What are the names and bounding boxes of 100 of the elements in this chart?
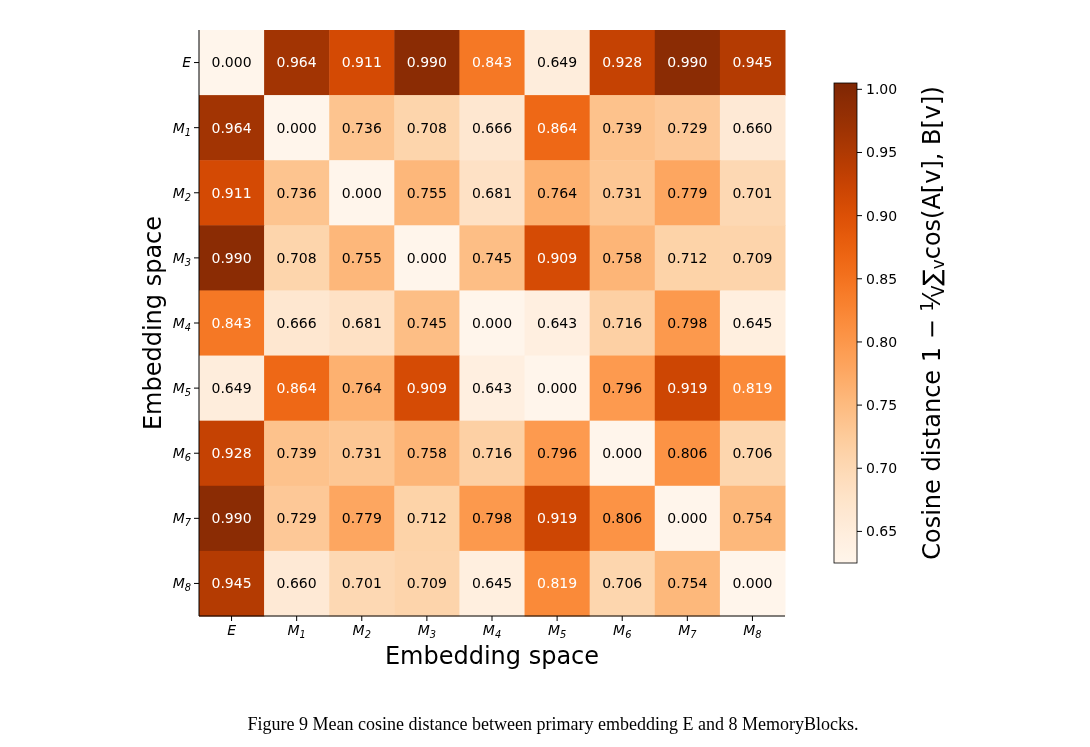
data-label: 0.806 (667, 445, 708, 462)
data-label: 0.819 (732, 380, 773, 397)
data-label: 0.758 (406, 445, 447, 462)
x-tick-label: M$_{1}$ (287, 622, 306, 640)
data-label: 0.660 (276, 575, 317, 592)
data-label: 0.755 (341, 249, 382, 266)
data-label: 0.643 (537, 314, 578, 331)
data-label: 0.709 (732, 249, 773, 266)
data-label: 0.864 (276, 380, 317, 397)
data-label: 0.990 (211, 249, 252, 266)
data-label: 0.796 (602, 380, 643, 397)
data-label: 0.731 (602, 184, 643, 201)
data-label: 0.964 (276, 54, 317, 71)
data-label: 0.843 (211, 314, 252, 331)
data-label: 0.716 (602, 314, 643, 331)
data-label: 0.701 (341, 575, 382, 592)
data-label: 0.000 (471, 314, 513, 331)
data-label: 0.736 (341, 119, 382, 136)
color-bar-label: 0.75 (866, 397, 898, 414)
data-label: 0.928 (211, 445, 252, 462)
x-tick-label: M$_{3}$ (417, 622, 437, 640)
data-label: 0.764 (341, 380, 382, 397)
x-axis-title: Embedding space (384, 642, 600, 670)
data-label: 0.666 (471, 119, 513, 136)
y-tick-label: E (182, 54, 192, 71)
data-label: 0.712 (667, 249, 708, 266)
y-tick-label: M$_{5}$ (172, 380, 191, 398)
data-label: 0.729 (667, 119, 708, 136)
y-tick-label: M$_{4}$ (172, 314, 191, 333)
data-label: 0.755 (406, 184, 447, 201)
color-bar-label: 0.85 (866, 270, 898, 287)
data-label: 0.911 (341, 54, 382, 71)
data-label: 0.754 (732, 510, 773, 527)
data-label: 0.964 (211, 119, 252, 136)
color-bar-label: 0.70 (866, 460, 898, 477)
data-label: 0.708 (406, 119, 447, 136)
data-label: 0.990 (406, 54, 447, 71)
data-label: 0.945 (732, 54, 773, 71)
data-label: 0.909 (406, 380, 447, 397)
data-label: 0.000 (211, 54, 252, 71)
data-label: 0.764 (537, 184, 578, 201)
data-label: 0.649 (537, 54, 578, 71)
data-label: 0.731 (341, 445, 382, 462)
data-label: 0.681 (341, 314, 382, 331)
data-label: 0.758 (602, 249, 643, 266)
data-label: 0.709 (406, 575, 447, 592)
data-label: 0.911 (211, 184, 252, 201)
x-tick-label: M$_{7}$ (678, 622, 698, 640)
data-label: 0.919 (667, 380, 708, 397)
data-label: 0.000 (602, 445, 643, 462)
data-label: 0.819 (537, 575, 578, 592)
x-tick-label: M$_{2}$ (352, 622, 371, 640)
y-tick-label: M$_{7}$ (172, 510, 192, 528)
data-label: 0.706 (732, 445, 773, 462)
data-label: 0.736 (276, 184, 317, 201)
data-label: 0.729 (276, 510, 317, 527)
y-tick-label: M$_{3}$ (172, 249, 191, 268)
data-label: 0.745 (406, 314, 447, 331)
data-label: 0.990 (211, 510, 252, 527)
data-label: 0.681 (471, 184, 513, 201)
data-label: 0.945 (211, 575, 252, 592)
data-label: 0.716 (471, 445, 513, 462)
data-label: 0.798 (667, 314, 708, 331)
color-bar-label: 0.65 (866, 523, 898, 540)
data-label: 0.796 (537, 445, 578, 462)
data-label: 0.000 (732, 575, 773, 592)
y-tick-label: M$_{8}$ (172, 575, 191, 593)
color-bar-label: 0.90 (866, 207, 898, 224)
caption: Figure 9 Mean cosine distance between primary embedding E and 8 MemoryBlocks. (247, 714, 859, 734)
data-label: 0.843 (471, 54, 513, 71)
x-tick-label: M$_{5}$ (547, 622, 567, 640)
y-axis-title: Embedding space (139, 215, 167, 431)
x-tick-label: E (227, 622, 237, 638)
x-tick-label: M$_{4}$ (482, 622, 502, 640)
data-label: 0.779 (341, 510, 382, 527)
data-label: 0.806 (602, 510, 643, 527)
data-label: 0.000 (276, 119, 317, 136)
data-label: 0.645 (732, 314, 773, 331)
data-label: 0.000 (341, 184, 382, 201)
data-label: 0.754 (667, 575, 708, 592)
data-label: 0.745 (471, 249, 513, 266)
x-tick-label: M$_{6}$ (613, 622, 632, 640)
data-label: 0.706 (602, 575, 643, 592)
data-label: 0.649 (211, 380, 252, 397)
color-bar-label: 0.95 (866, 144, 898, 161)
data-label: 0.909 (537, 249, 578, 266)
data-label: 0.645 (471, 575, 513, 592)
y-tick-label: M$_{1}$ (172, 119, 191, 138)
color-bar-label: 1.00 (866, 81, 898, 98)
data-label: 0.712 (406, 510, 447, 527)
data-label: 0.739 (602, 119, 643, 136)
data-label: 0.000 (667, 510, 708, 527)
data-label: 0.864 (537, 119, 578, 136)
y-tick-label: M$_{6}$ (172, 445, 191, 463)
data-label: 0.919 (537, 510, 578, 527)
x-tick-label: M$_{8}$ (743, 622, 762, 640)
data-label: 0.708 (276, 249, 317, 266)
data-label: 0.779 (667, 184, 708, 201)
data-label: 0.000 (537, 380, 578, 397)
data-label: 0.666 (276, 314, 317, 331)
